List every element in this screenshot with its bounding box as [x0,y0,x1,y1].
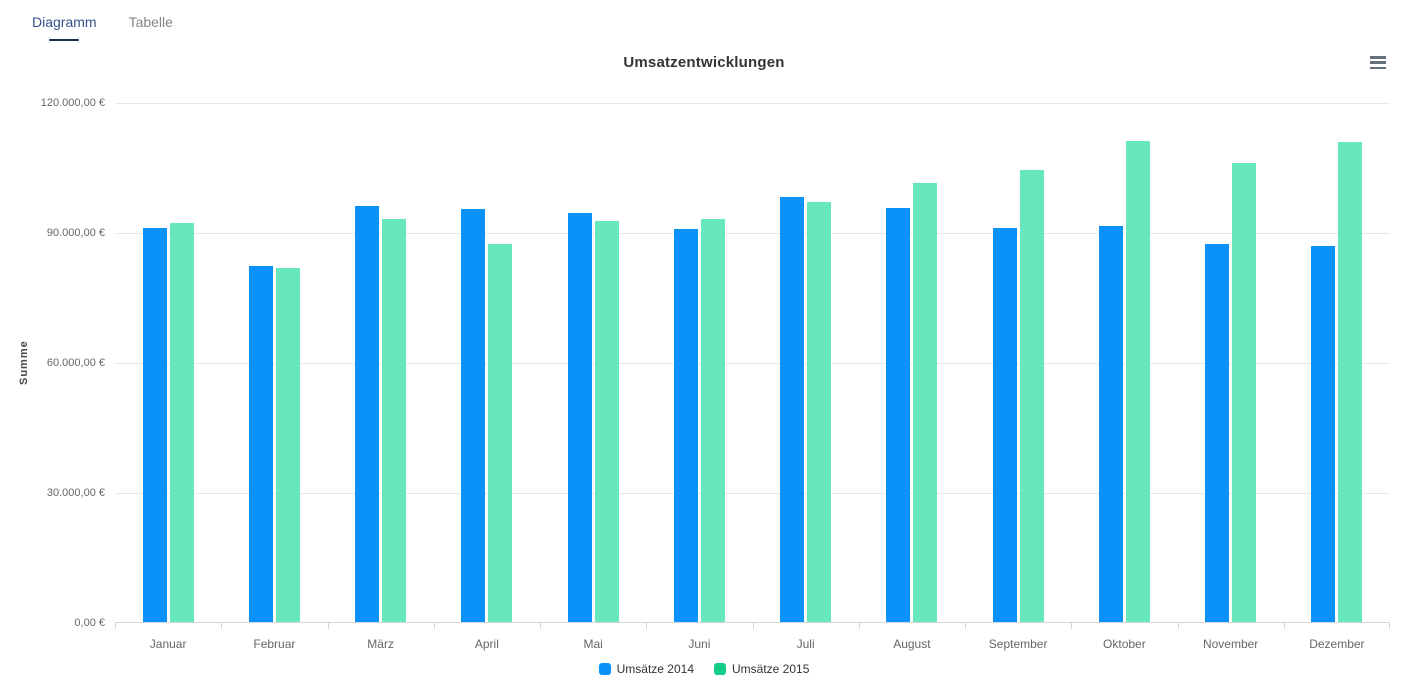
plot-area [115,103,1390,629]
x-axis-label-april: April [474,637,499,651]
chart-title: Umsatzentwicklungen [623,54,785,71]
x-axis-tick [752,623,754,629]
bar-umsätze-2015-märz[interactable] [382,219,407,622]
x-axis-label-juni: Juni [688,637,711,651]
legend-marker-icon [714,663,726,675]
bar-umsätze-2015-dezember[interactable] [1338,142,1363,622]
tab-bar: Diagramm Tabelle [0,0,1408,44]
legend-label: Umsätze 2015 [732,662,810,676]
x-axis-tick [1283,623,1285,629]
x-axis-label-mai: Mai [583,637,603,651]
hamburger-icon [1370,56,1386,59]
x-axis-label-januar: Januar [149,637,187,651]
hamburger-icon [1370,61,1386,64]
bar-umsätze-2014-august[interactable] [886,208,911,622]
bar-umsätze-2015-mai[interactable] [594,221,619,622]
bar-umsätze-2014-dezember[interactable] [1311,246,1336,622]
gridline [115,233,1390,234]
bar-umsätze-2015-september[interactable] [1019,170,1044,622]
legend-label: Umsätze 2014 [616,662,694,676]
chart-context-menu-button[interactable] [1370,56,1386,69]
y-axis-tick-label: 120.000,00 € [40,97,105,109]
x-axis-tick [858,623,860,629]
gridline [115,103,1390,104]
bar-umsätze-2015-juni[interactable] [700,219,725,622]
legend-marker-icon [598,663,611,675]
y-axis-tick-label: 0,00 € [74,617,105,629]
bar-umsätze-2015-april[interactable] [488,244,513,622]
tab-tabelle[interactable]: Tabelle [127,0,175,44]
active-tab-indicator [49,39,80,41]
bar-umsätze-2014-september[interactable] [992,227,1017,622]
x-axis-label-november: November [1202,637,1259,651]
legend-item-umsätze-2015[interactable]: Umsätze 2015 [714,662,809,676]
bar-umsätze-2014-juni[interactable] [673,229,698,622]
x-axis-label-oktober: Oktober [1103,637,1146,651]
bar-umsätze-2014-april[interactable] [461,208,486,622]
y-axis-tick-label: 60.000,00 € [46,357,105,369]
x-axis-label-dezember: Dezember [1309,637,1365,651]
x-axis-label-september: September [988,637,1048,651]
bar-umsätze-2015-februar[interactable] [275,267,300,622]
tab-tabelle-label: Tabelle [128,14,173,30]
bar-umsätze-2014-januar[interactable] [142,227,167,622]
legend-item-umsätze-2014[interactable]: Umsätze 2014 [598,662,694,676]
tab-diagramm[interactable]: Diagramm [30,0,99,44]
x-axis-tick [1389,623,1390,629]
legend: Umsätze 2014 Umsätze 2015 [0,662,1408,676]
bar-umsätze-2014-februar[interactable] [248,265,273,622]
x-axis-tick [115,623,116,629]
x-axis-tick [433,623,435,629]
bar-umsätze-2014-juli[interactable] [780,196,805,622]
y-axis-labels: 0,00 € 30.000,00 € 60.000,00 € 90.000,00 € 1… [0,97,105,629]
tab-diagramm-label: Diagramm [32,14,97,30]
bar-umsätze-2014-märz[interactable] [355,206,380,622]
gridline [115,493,1390,494]
x-axis-tick [965,623,966,629]
bar-umsätze-2015-januar[interactable] [169,223,194,622]
x-axis-tick [1177,623,1179,629]
bar-umsätze-2014-oktober[interactable] [1098,225,1123,622]
y-axis-tick-label: 30.000,00 € [46,487,105,499]
hamburger-icon [1370,66,1386,69]
bar-umsätze-2015-november[interactable] [1232,162,1257,622]
bar-umsätze-2015-august[interactable] [913,183,938,622]
x-axis-tick [327,623,329,629]
x-axis-tick [1071,623,1073,629]
x-axis-label-märz: März [367,637,394,651]
y-axis-tick-label: 90.000,00 € [46,227,105,239]
bar-umsätze-2014-november[interactable] [1205,243,1230,622]
gridline [115,363,1390,364]
x-axis-tick [646,623,648,629]
x-axis-tick [221,623,223,629]
bar-umsätze-2014-mai[interactable] [567,212,592,622]
bar-umsätze-2015-oktober[interactable] [1125,141,1150,622]
x-axis-tick [540,623,541,629]
bar-umsätze-2015-juli[interactable] [807,201,832,622]
x-axis-label-juli: Juli [796,637,815,651]
x-axis-label-februar: Februar [253,637,296,651]
x-axis-line [115,622,1390,623]
x-axis-labels: Januar Februar März April Mai Juni Juli August S… [115,637,1390,651]
x-axis-label-august: August [893,637,931,651]
